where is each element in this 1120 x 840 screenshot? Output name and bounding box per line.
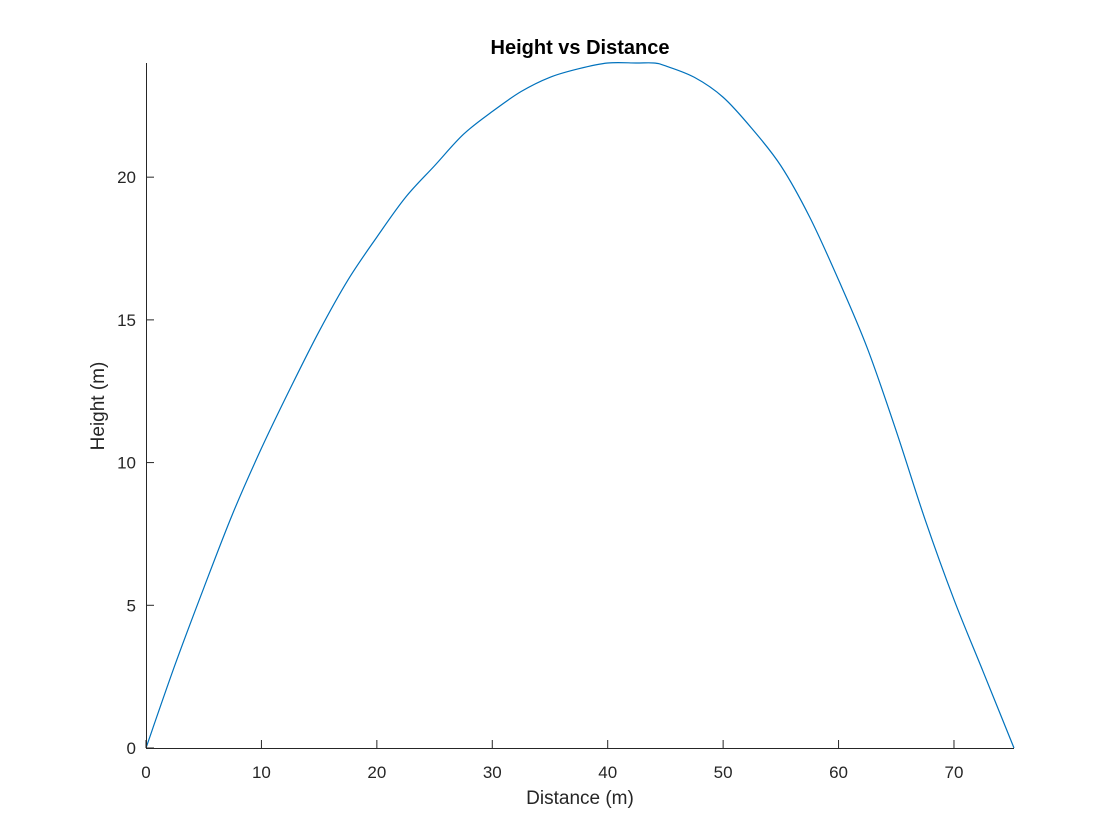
x-axis-label: Distance (m) [526, 788, 634, 809]
series-line-trajectory [145, 61, 1015, 749]
y-tick-label: 15 [117, 311, 136, 330]
y-tick-label: 0 [127, 739, 136, 758]
x-tick-label: 50 [714, 763, 733, 782]
x-axis-ticks: 0 10 20 30 40 50 60 70 [141, 740, 963, 782]
x-tick-label: 30 [483, 763, 502, 782]
x-tick-label: 20 [367, 763, 386, 782]
y-tick-label: 20 [117, 168, 136, 187]
y-tick-label: 10 [117, 454, 136, 473]
x-tick-label: 40 [598, 763, 617, 782]
plot-area [145, 61, 1015, 749]
y-axis-label: Height (m) [88, 362, 109, 451]
x-tick-label: 70 [945, 763, 964, 782]
y-tick-label: 5 [127, 596, 136, 615]
y-axis-ticks: 0 5 10 15 20 [117, 168, 154, 758]
x-tick-label: 10 [252, 763, 271, 782]
x-tick-label: 60 [829, 763, 848, 782]
chart-title: Height vs Distance [491, 37, 670, 59]
x-tick-label: 0 [141, 763, 150, 782]
